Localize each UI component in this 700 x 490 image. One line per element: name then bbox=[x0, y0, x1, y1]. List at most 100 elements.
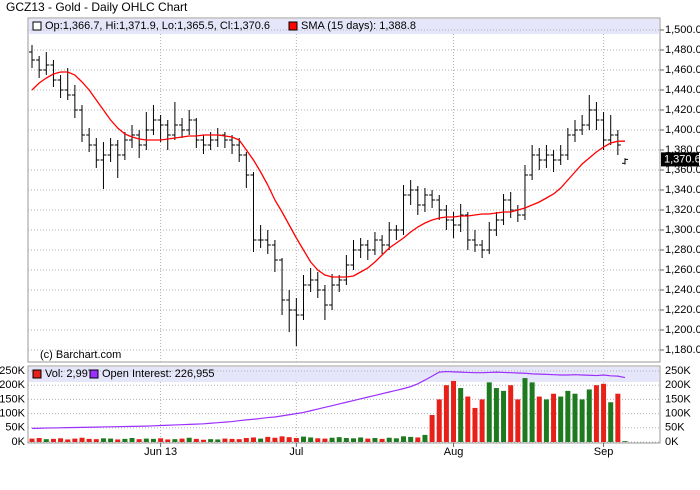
legend-swatch bbox=[32, 369, 42, 379]
volume-bar bbox=[329, 437, 335, 442]
price-legend-bar bbox=[29, 19, 659, 34]
x-tick-label: Jun 13 bbox=[144, 446, 177, 458]
volume-legend-bar bbox=[29, 367, 659, 382]
y-tick-label: 1,260.0 bbox=[665, 264, 700, 276]
volume-bar bbox=[543, 399, 549, 442]
y-tick-label: 1,420.0 bbox=[665, 104, 700, 116]
volume-bar bbox=[93, 439, 99, 442]
last-price-flag bbox=[661, 152, 699, 167]
volume-bar bbox=[179, 438, 185, 442]
volume-bar bbox=[386, 437, 392, 442]
open-interest-line bbox=[31, 370, 626, 429]
legend-swatch bbox=[89, 369, 99, 379]
y-tick-label: 1,460.0 bbox=[665, 64, 700, 76]
volume-bar bbox=[615, 393, 621, 442]
volume-bar bbox=[358, 437, 364, 442]
volume-bar bbox=[193, 438, 199, 442]
volume-bar bbox=[150, 438, 156, 442]
legend-label: Op:1,366.7, Hi:1,371.9, Lo:1,365.5, Cl:1… bbox=[45, 20, 270, 32]
volume-bar bbox=[593, 385, 599, 442]
volume-bar bbox=[343, 438, 349, 442]
x-tick-label: Sep bbox=[594, 446, 614, 458]
legend-swatch bbox=[32, 21, 42, 31]
volume-bar bbox=[136, 439, 142, 442]
volume-bar bbox=[122, 438, 128, 442]
volume-bar bbox=[572, 393, 578, 442]
volume-bar bbox=[372, 438, 378, 442]
volume-bar bbox=[293, 438, 299, 442]
volume-bar bbox=[129, 438, 135, 442]
volume-bar bbox=[222, 438, 228, 442]
y-tick-label-left: 100K bbox=[0, 408, 26, 420]
volume-bar bbox=[586, 389, 592, 442]
volume-bar bbox=[558, 396, 564, 442]
volume-bar bbox=[258, 438, 264, 442]
volume-bar bbox=[429, 415, 435, 442]
volume-bar bbox=[229, 438, 235, 442]
volume-bar bbox=[208, 439, 214, 442]
volume-bar bbox=[451, 380, 457, 442]
volume-bar bbox=[265, 436, 271, 442]
sma-line bbox=[31, 71, 625, 278]
y-tick-label-left: 150K bbox=[0, 393, 26, 405]
volume-bar bbox=[308, 437, 314, 442]
volume-bar bbox=[579, 399, 585, 442]
volume-bar bbox=[408, 436, 414, 442]
y-tick-label: 1,440.0 bbox=[665, 84, 700, 96]
volume-bar bbox=[315, 438, 321, 442]
volume-bar bbox=[86, 438, 92, 442]
y-tick-label: 250K bbox=[665, 365, 691, 377]
volume-bar bbox=[379, 438, 385, 442]
volume-bar bbox=[401, 436, 407, 442]
volume-bar bbox=[422, 434, 428, 442]
y-tick-label-left: 250K bbox=[0, 365, 26, 377]
volume-bar bbox=[250, 437, 256, 442]
volume-bar bbox=[443, 385, 449, 442]
volume-bar bbox=[143, 438, 149, 442]
volume-bar bbox=[43, 439, 49, 442]
volume-bar bbox=[36, 438, 42, 442]
volume-bar bbox=[58, 438, 64, 442]
volume-bar bbox=[529, 382, 535, 442]
volume-bar bbox=[215, 439, 221, 442]
y-tick-label: 150K bbox=[665, 393, 691, 405]
y-tick-label-left: 50K bbox=[5, 422, 25, 434]
legend-swatch bbox=[288, 21, 298, 31]
watermark: (c) Barchart.com bbox=[40, 349, 121, 361]
y-tick-label: 100K bbox=[665, 408, 691, 420]
volume-bar bbox=[50, 438, 56, 442]
volume-bar bbox=[79, 437, 85, 442]
volume-bar bbox=[365, 438, 371, 442]
volume-bar bbox=[351, 438, 357, 442]
volume-bar bbox=[322, 438, 328, 442]
legend-label: SMA (15 days): 1,388.8 bbox=[301, 20, 416, 32]
y-tick-label: 1,200.0 bbox=[665, 324, 700, 336]
volume-bar bbox=[393, 438, 399, 442]
y-tick-label: 0K bbox=[665, 436, 679, 448]
volume-bar bbox=[165, 439, 171, 442]
volume-bar bbox=[300, 436, 306, 442]
y-tick-label: 1,180.0 bbox=[665, 344, 700, 356]
volume-bar bbox=[200, 439, 206, 442]
y-tick-label-left: 200K bbox=[0, 379, 26, 391]
volume-bar bbox=[286, 437, 292, 442]
volume-bar bbox=[479, 399, 485, 442]
volume-bar bbox=[115, 439, 121, 442]
volume-bar bbox=[522, 378, 528, 442]
volume-bar bbox=[508, 385, 514, 442]
volume-bar bbox=[565, 390, 571, 442]
volume-bar bbox=[551, 393, 557, 442]
y-tick-label: 1,280.0 bbox=[665, 244, 700, 256]
volume-bar bbox=[415, 437, 421, 442]
legend-label: Vol: 2,997 bbox=[45, 368, 94, 380]
y-tick-label: 1,320.0 bbox=[665, 204, 700, 216]
y-tick-label: 1,400.0 bbox=[665, 124, 700, 136]
volume-bar bbox=[486, 382, 492, 442]
volume-bar bbox=[172, 439, 178, 442]
volume-bar bbox=[436, 399, 442, 442]
volume-bar bbox=[236, 439, 242, 442]
y-tick-label: 1,240.0 bbox=[665, 284, 700, 296]
legend-label: Open Interest: 226,955 bbox=[102, 368, 215, 380]
volume-bar bbox=[622, 441, 628, 442]
